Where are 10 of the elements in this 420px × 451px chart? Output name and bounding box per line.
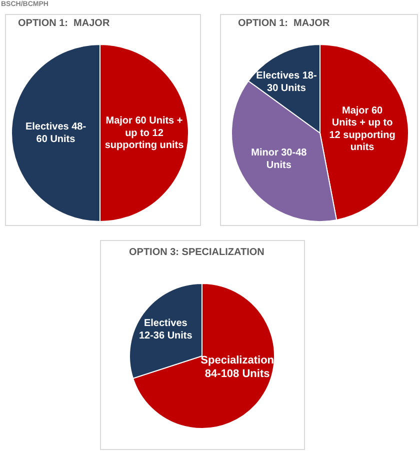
slice-label: Major 60 Units + up to 12 supporting units [329, 105, 396, 154]
slice-label: Minor 30-48 Units [251, 148, 308, 171]
slice-label: Electives 12-36 Units [138, 318, 193, 342]
chart-title: OPTION 1: MAJOR [238, 18, 330, 29]
slice-label: Electives 18-30 Units [256, 70, 317, 94]
slice-label: Major 60 Units + up to 12 supporting units [104, 116, 184, 151]
slice-label: Electives 48-60 Units [25, 122, 86, 145]
chart-title: OPTION 3: SPECIALIZATION [129, 247, 264, 258]
slice-label: Specialization 84-108 Units [200, 354, 274, 380]
chart-title: OPTION 1: MAJOR [18, 18, 110, 29]
